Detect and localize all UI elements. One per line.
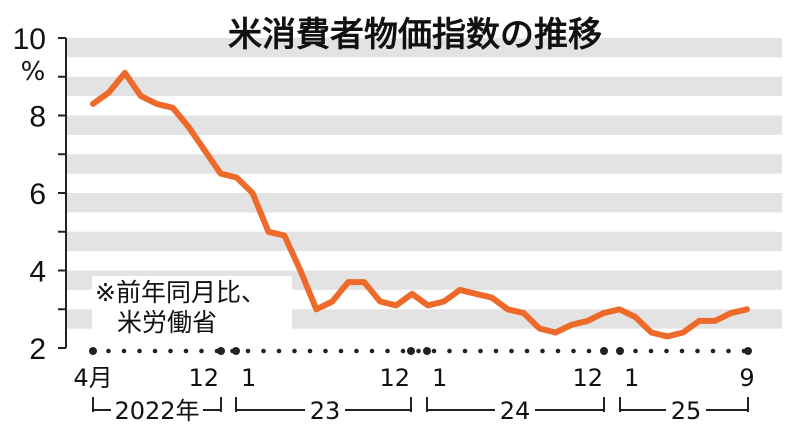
axis-dot [199, 348, 204, 354]
x-axis-labels: 4月 12 1 12 1 12 1 9 [73, 364, 754, 392]
axis-major-dot [600, 347, 608, 355]
x-tick-label: 1 [241, 364, 256, 392]
axis-dot [152, 348, 158, 354]
axis-dot [648, 348, 654, 354]
note-background [92, 276, 292, 338]
axis-dot [571, 348, 576, 354]
axis-dot [540, 348, 545, 354]
axis-dot [695, 348, 700, 354]
axis-dot [168, 348, 173, 354]
axis-dot [276, 348, 282, 354]
y-tick-label: 6 [29, 178, 46, 211]
axis-dot [323, 348, 328, 354]
year-label: 24 [500, 397, 531, 425]
axis-major-dot [423, 347, 431, 355]
y-axis: 2 4 6 8 10 [13, 23, 67, 366]
x-axis-dotted-line [89, 347, 752, 355]
y-tick-label: 10 [13, 23, 46, 56]
grid-band [66, 76, 782, 97]
axis-dot [121, 348, 127, 354]
axis-dot [555, 348, 561, 354]
x-tick-label: 1 [624, 364, 639, 392]
y-axis-unit: % [21, 57, 46, 87]
axis-dot [416, 348, 421, 354]
axis-dot [354, 348, 359, 354]
axis-dot [106, 348, 111, 354]
axis-dot [524, 348, 530, 354]
axis-major-dot [744, 347, 752, 355]
axis-major-dot [407, 347, 415, 355]
grid-band [66, 38, 782, 58]
note-line-2: 米労働省 [117, 308, 217, 337]
grid-band [66, 115, 782, 135]
axis-dot [679, 348, 685, 354]
year-label: 2022年 [114, 397, 199, 425]
axis-dot [307, 348, 313, 354]
cpi-series-line [90, 69, 750, 340]
axis-dot [245, 348, 251, 354]
axis-major-dot [616, 347, 624, 355]
axis-dot [447, 348, 452, 354]
grid-band [66, 193, 782, 213]
x-tick-label: 12 [572, 364, 603, 392]
axis-dot [462, 348, 468, 354]
y-tick-label: 4 [29, 256, 46, 289]
x-tick-label: 4月 [73, 364, 112, 392]
year-label: 23 [310, 397, 341, 425]
axis-dot [261, 348, 266, 354]
axis-dot [400, 348, 406, 354]
grid-bands [66, 38, 782, 329]
axis-major-dot [89, 347, 97, 355]
grid-band [66, 154, 782, 174]
y-tick-label: 2 [29, 333, 46, 366]
axis-dot [664, 348, 669, 354]
axis-dot [493, 348, 499, 354]
axis-dot [586, 348, 592, 354]
x-tick-label: 12 [188, 364, 219, 392]
axis-dot [338, 348, 344, 354]
axis-major-dot [232, 347, 240, 355]
axis-dot [431, 348, 437, 354]
axis-dot [385, 348, 390, 354]
x-tick-label: 9 [739, 364, 754, 392]
axis-dot [292, 348, 297, 354]
year-label: 25 [671, 397, 702, 425]
axis-dot [710, 348, 716, 354]
axis-dot [509, 348, 514, 354]
grid-band [66, 231, 782, 252]
x-tick-label: 1 [432, 364, 447, 392]
chart-title: 米消費者物価指数の推移 [228, 15, 602, 55]
year-brackets: 2022年 23 24 25 [92, 397, 749, 425]
axis-major-dot [217, 347, 225, 355]
axis-dot [726, 348, 731, 354]
axis-dot [183, 348, 189, 354]
x-tick-label: 12 [379, 364, 410, 392]
axis-dot [633, 348, 638, 354]
axis-dot [369, 348, 375, 354]
axis-dot [137, 348, 142, 354]
axis-dot [478, 348, 483, 354]
y-tick-label: 8 [29, 101, 46, 134]
note-line-1: ※前年同月比、 [95, 278, 266, 307]
